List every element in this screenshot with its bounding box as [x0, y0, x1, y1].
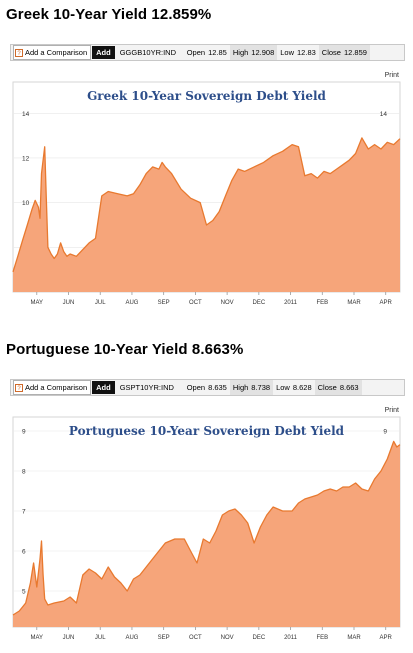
x-tick-label: JUL	[95, 635, 106, 641]
close-value: 12.859	[343, 48, 367, 57]
x-tick-label: NOV	[221, 300, 234, 306]
x-tick-label: JUN	[63, 300, 75, 306]
panel-heading: Portuguese 10-Year Yield 8.663%	[6, 341, 244, 358]
add-comparison-field[interactable]: ? Add a Comparison	[13, 45, 92, 60]
x-tick-label: SEP	[158, 300, 170, 306]
x-tick-label: MAY	[31, 300, 44, 306]
x-tick-label: FEB	[316, 635, 328, 641]
x-tick-label: 2011	[284, 635, 298, 641]
y-tick-label-left: 5	[22, 589, 26, 596]
low-stat: Low 8.628	[273, 380, 315, 395]
close-stat: Close 12.859	[318, 45, 370, 60]
chart-title: Portuguese 10-Year Sovereign Debt Yield	[69, 424, 345, 438]
high-stat: High 12.908	[229, 45, 278, 60]
y-tick-label-left: 12	[22, 155, 30, 162]
compare-icon: ?	[15, 383, 23, 392]
x-tick-label: APR	[380, 300, 393, 306]
x-tick-label: SEP	[158, 635, 170, 641]
greek-yield-chart: 88101012121414MAYJUNJULAUGSEPOCTNOVDEC20…	[0, 80, 413, 312]
compare-icon: ?	[15, 48, 23, 57]
print-link[interactable]: Print	[384, 72, 399, 79]
add-button[interactable]: Add	[92, 381, 115, 394]
close-label: Close	[321, 48, 341, 57]
open-stat: Open 8.635	[184, 380, 230, 395]
add-comparison-field[interactable]: ? Add a Comparison	[13, 380, 92, 395]
open-stat: Open 12.85	[184, 45, 230, 60]
high-stat: High 8.738	[229, 380, 274, 395]
open-value: 8.635	[208, 383, 227, 392]
print-link[interactable]: Print	[384, 407, 399, 414]
x-tick-label: APR	[380, 635, 393, 641]
x-tick-label: JUN	[63, 635, 75, 641]
add-button[interactable]: Add	[92, 46, 115, 59]
low-stat: Low 12.83	[277, 45, 319, 60]
y-tick-label-left: 10	[22, 200, 30, 207]
x-tick-label: JUL	[95, 300, 106, 306]
high-label: High	[232, 383, 249, 392]
x-tick-label: AUG	[125, 300, 138, 306]
y-tick-label-left: 6	[22, 549, 26, 556]
x-tick-label: OCT	[189, 300, 202, 306]
low-label: Low	[276, 383, 290, 392]
x-tick-label: NOV	[221, 635, 234, 641]
low-value: 8.628	[292, 383, 312, 392]
x-tick-label: 2011	[284, 300, 298, 306]
high-value: 12.908	[251, 48, 275, 57]
greek-yield-panel: Greek 10-Year Yield 12.859% ? Add a Comp…	[0, 0, 413, 322]
add-comparison-label: Add a Comparison	[25, 383, 88, 392]
add-comparison-label: Add a Comparison	[25, 48, 88, 57]
chart-title: Greek 10-Year Sovereign Debt Yield	[87, 89, 326, 103]
y-tick-label-left: 8	[22, 469, 26, 476]
portuguese-yield-panel: Portuguese 10-Year Yield 8.663% ? Add a …	[0, 335, 413, 653]
close-label: Close	[317, 383, 337, 392]
series-line	[12, 137, 401, 273]
ticker-symbol: GSPT10YR:IND	[119, 383, 174, 392]
y-tick-label-left: 9	[22, 429, 26, 436]
open-label: Open	[186, 48, 206, 57]
x-tick-label: MAY	[31, 635, 44, 641]
series-area	[13, 137, 400, 292]
x-tick-label: AUG	[125, 635, 138, 641]
y-tick-label-right: 14	[380, 111, 388, 118]
low-value: 12.83	[297, 48, 316, 57]
open-value: 12.85	[208, 48, 227, 57]
open-label: Open	[186, 383, 206, 392]
x-tick-label: MAR	[347, 300, 361, 306]
ticker-symbol: GGGB10YR:IND	[119, 48, 176, 57]
x-tick-label: DEC	[253, 300, 266, 306]
x-tick-label: FEB	[316, 300, 328, 306]
x-tick-label: DEC	[253, 635, 266, 641]
quote-toolbar: ? Add a Comparison Add GSPT10YR:IND Open…	[10, 379, 405, 396]
y-tick-label-left: 7	[22, 509, 26, 516]
quote-toolbar: ? Add a Comparison Add GGGB10YR:IND Open…	[10, 44, 405, 61]
close-value: 8.663	[339, 383, 359, 392]
portuguese-yield-chart: 5566778899MAYJUNJULAUGSEPOCTNOVDEC2011FE…	[0, 415, 413, 647]
x-tick-label: OCT	[189, 635, 202, 641]
low-label: Low	[280, 48, 295, 57]
panel-heading: Greek 10-Year Yield 12.859%	[6, 6, 212, 23]
series-line	[12, 440, 401, 616]
x-tick-label: MAR	[347, 635, 361, 641]
high-value: 8.738	[251, 383, 271, 392]
series-area	[13, 441, 400, 627]
y-tick-label-right: 9	[383, 429, 387, 436]
y-tick-label-left: 14	[22, 111, 30, 118]
high-label: High	[232, 48, 249, 57]
close-stat: Close 8.663	[314, 380, 362, 395]
